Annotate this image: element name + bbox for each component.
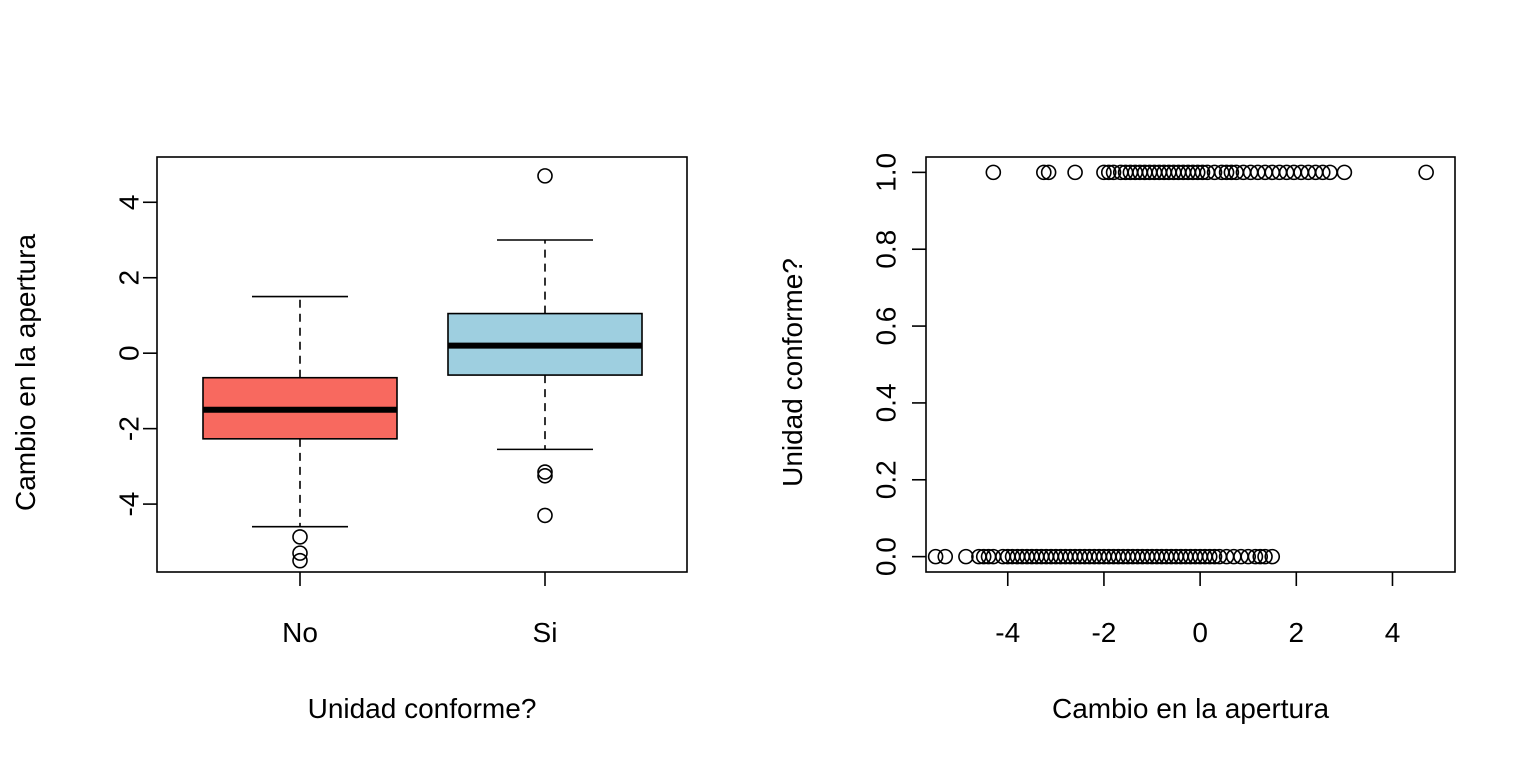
y-axis-title: Unidad conforme?	[777, 258, 808, 487]
data-point	[1218, 164, 1235, 181]
y-tick-label: 0	[114, 345, 145, 361]
x-tick-label: No	[282, 617, 318, 648]
y-tick-label: 0.8	[871, 230, 902, 269]
y-tick-label: 0.4	[871, 383, 902, 422]
outlier-point	[292, 545, 308, 561]
x-tick-label: 2	[1289, 617, 1305, 648]
data-point	[1257, 548, 1273, 565]
data-point	[1067, 164, 1083, 181]
box-si	[447, 168, 643, 524]
x-tick-label: 4	[1385, 617, 1401, 648]
outlier-point	[292, 529, 308, 545]
y-tick-label: -2	[114, 416, 145, 441]
data-point	[1105, 164, 1122, 181]
data-point	[1194, 164, 1211, 181]
box-no	[202, 295, 398, 569]
y-tick-label: 2	[114, 270, 145, 286]
data-point	[985, 164, 1002, 181]
data-point	[1336, 164, 1353, 181]
data-point	[1206, 548, 1223, 565]
outlier-point	[537, 464, 553, 480]
data-point	[1264, 548, 1281, 565]
data-point	[1040, 164, 1057, 181]
data-point	[1240, 548, 1257, 565]
data-point	[927, 548, 944, 565]
x-axis-title: Unidad conforme?	[308, 693, 537, 724]
y-tick-label: 4	[114, 194, 145, 210]
y-tick-label: 1.0	[871, 153, 902, 192]
x-axis-title: Cambio en la apertura	[1052, 693, 1329, 724]
data-point	[1418, 164, 1434, 181]
data-point	[975, 548, 992, 565]
y-axis-title: Cambio en la apertura	[10, 234, 41, 511]
data-point	[1223, 164, 1240, 181]
y-tick-label: 0.6	[871, 307, 902, 346]
x-tick-label: 0	[1192, 617, 1208, 648]
data-point	[1206, 164, 1223, 181]
data-point	[958, 548, 974, 565]
outlier-point	[537, 507, 553, 524]
data-point	[1036, 164, 1052, 181]
data-point	[1189, 164, 1206, 181]
data-point	[1247, 548, 1264, 565]
x-tick-label: -2	[1091, 617, 1116, 648]
plot-frame	[925, 156, 1456, 573]
y-tick-label: 0.0	[871, 537, 902, 576]
data-point	[1096, 164, 1112, 181]
data-point	[937, 548, 954, 565]
scatter-panel: -4 -2 0 2 4 0.0 0.2 0.4 0.6 0.8 1.0 Cambio en la ap…	[777, 153, 1456, 724]
x-tick-label: Si	[533, 617, 558, 648]
plot-frame	[156, 156, 688, 573]
data-point	[1314, 164, 1331, 181]
data-point	[1100, 164, 1117, 181]
outlier-point	[537, 467, 553, 484]
y-tick-label: 0.2	[871, 460, 902, 499]
y-tick-label: -4	[114, 492, 145, 517]
boxplot-panel: -4 -2 0 2 4 No Si Unidad conforme? Cambio en la …	[10, 156, 688, 724]
data-point	[1252, 548, 1269, 565]
x-tick-label: -4	[995, 617, 1020, 648]
outlier-point	[292, 552, 308, 569]
data-point	[1201, 548, 1218, 565]
outlier-point	[537, 168, 553, 184]
